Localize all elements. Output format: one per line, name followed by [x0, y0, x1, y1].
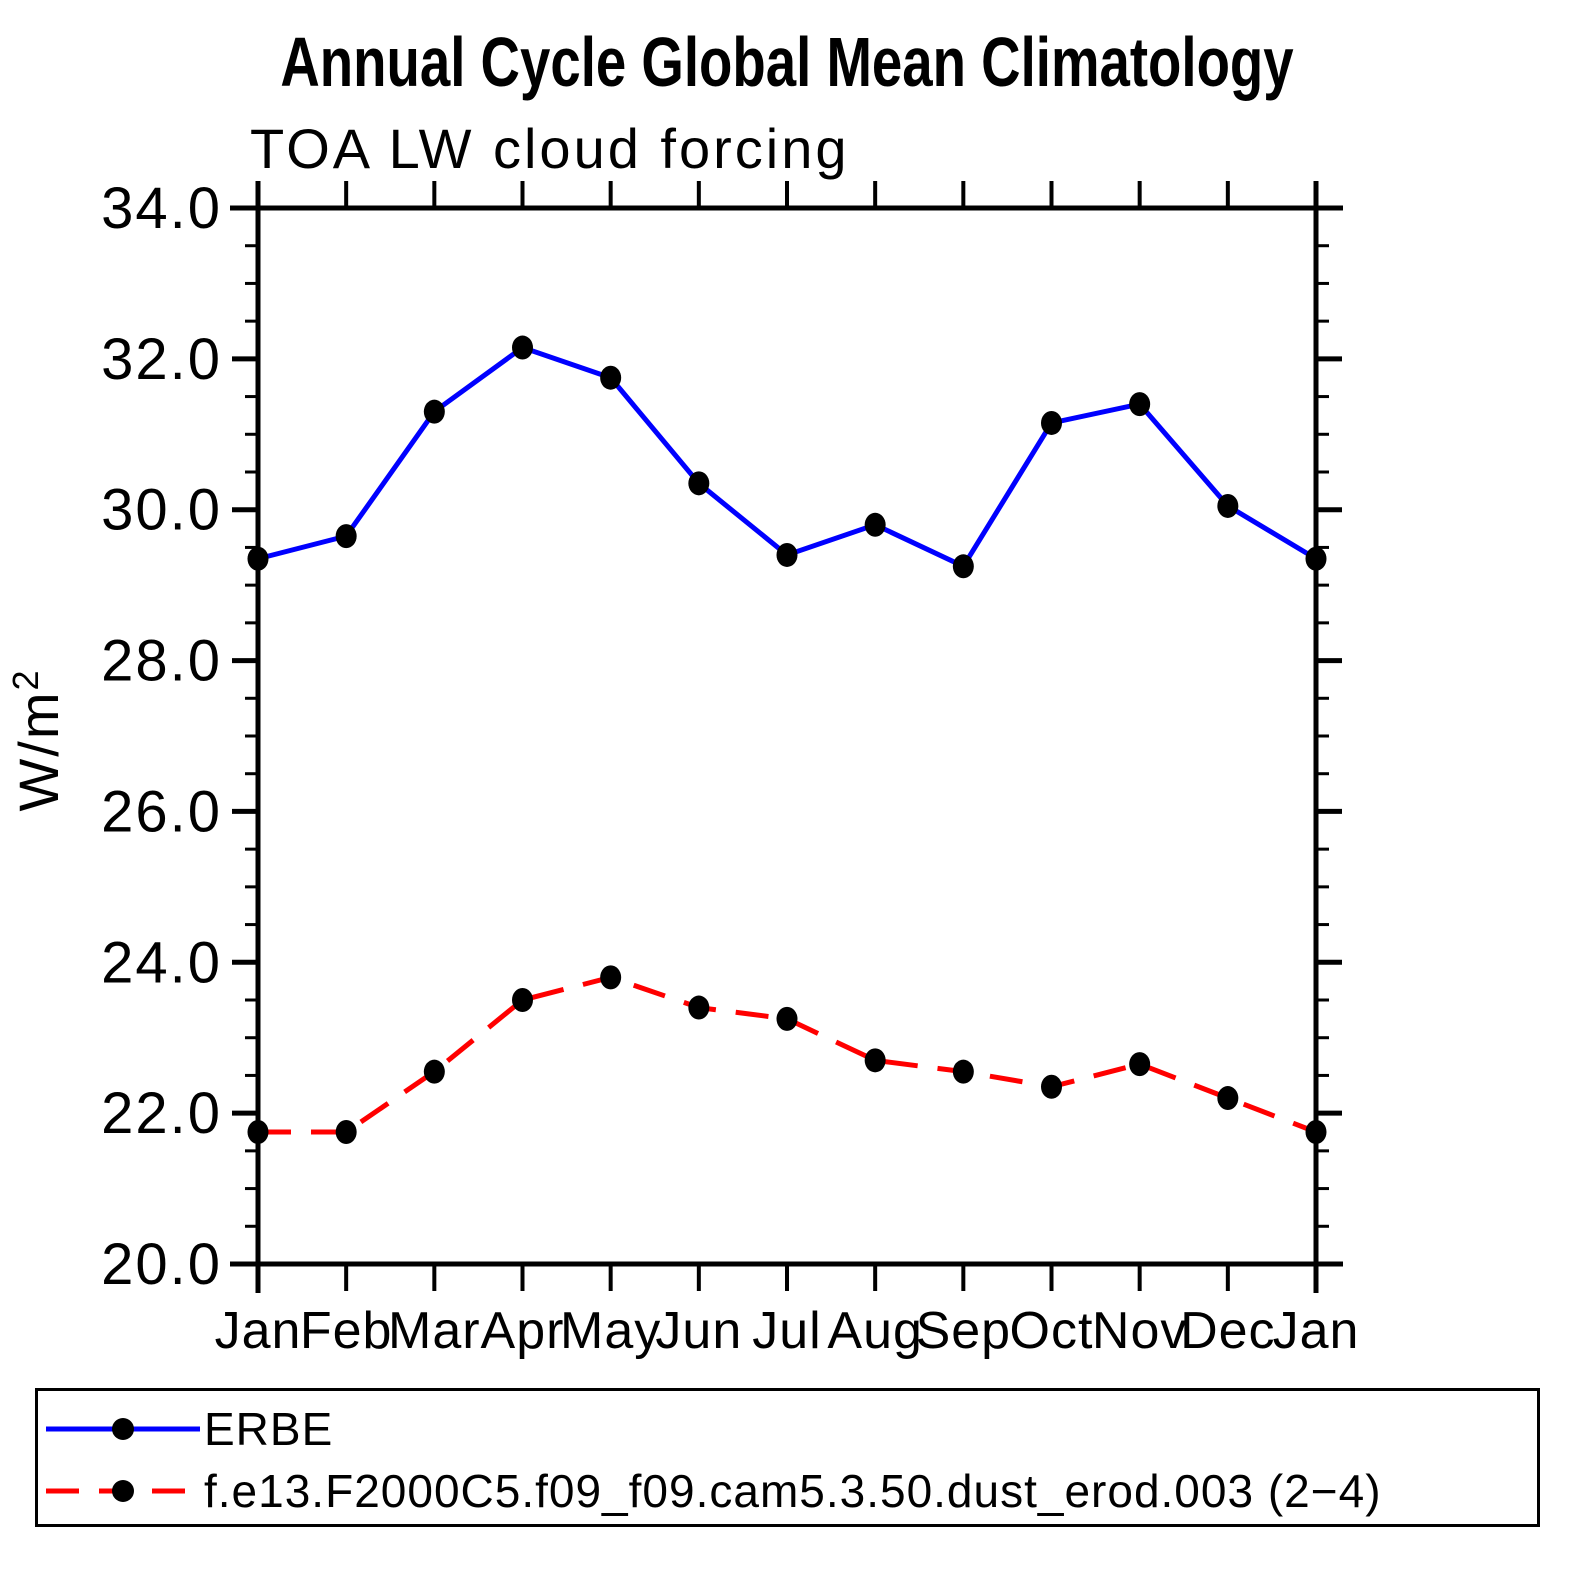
- data-point-marker: [864, 1048, 886, 1073]
- x-tick-label: Jan: [1273, 1302, 1360, 1360]
- data-point-marker: [335, 524, 357, 549]
- data-point-marker: [247, 1120, 269, 1144]
- data-point-marker: [776, 542, 798, 567]
- x-tick-label: Jun: [655, 1302, 742, 1360]
- y-tick-label: 22.0: [101, 1081, 222, 1146]
- x-tick-label: Jan: [215, 1302, 302, 1360]
- legend-label: f.e13.F2000C5.f09_f09.cam5.3.50.dust_ero…: [204, 1465, 1382, 1517]
- data-point-marker: [1129, 392, 1151, 417]
- y-tick-label: 20.0: [101, 1232, 222, 1297]
- x-tick-label: May: [560, 1302, 661, 1360]
- legend-row: f.e13.F2000C5.f09_f09.cam5.3.50.dust_ero…: [42, 1461, 1382, 1521]
- data-point-marker: [423, 1059, 445, 1084]
- data-point-marker: [247, 546, 269, 571]
- data-point-marker: [1217, 1086, 1239, 1111]
- y-tick-label: 32.0: [101, 327, 222, 392]
- series-line-erbe: [257, 344, 1318, 570]
- legend-line-sample: [46, 1480, 200, 1502]
- legend-row: ERBE: [42, 1399, 333, 1459]
- x-tick-label: Apr: [481, 1302, 565, 1360]
- legend-label: ERBE: [204, 1403, 334, 1455]
- x-tick-label: Oct: [1010, 1302, 1094, 1360]
- data-point-marker: [952, 1059, 974, 1084]
- data-point-marker: [1041, 410, 1062, 435]
- data-point-marker: [1305, 546, 1327, 571]
- data-point-marker: [423, 399, 445, 424]
- legend-marker-dot: [112, 1480, 134, 1502]
- x-tick-label: Mar: [388, 1302, 481, 1360]
- chart-subtitle: TOA LW cloud forcing: [250, 117, 850, 180]
- data-point-marker: [1041, 1074, 1062, 1099]
- y-tick-label: 30.0: [101, 478, 222, 543]
- data-point-marker: [688, 995, 710, 1020]
- data-point-marker: [952, 554, 974, 579]
- data-point-marker: [1129, 1052, 1151, 1077]
- data-point-marker: [600, 365, 622, 390]
- data-point-marker: [1217, 493, 1239, 518]
- data-point-marker: [512, 988, 533, 1012]
- legend-line-sample: [46, 1418, 200, 1440]
- chart-title: Annual Cycle Global Mean Climatology: [280, 23, 1294, 101]
- legend: ERBE f.e13.F2000C5.f09_f09.cam5.3.50.dust…: [35, 1388, 1540, 1527]
- x-tick-label: Feb: [300, 1302, 393, 1360]
- data-point-marker: [335, 1120, 357, 1144]
- data-point-marker: [512, 335, 533, 360]
- data-point-marker: [1305, 1120, 1327, 1144]
- legend-marker-dot: [112, 1418, 134, 1440]
- y-axis-label: W/m2: [5, 668, 70, 811]
- x-tick-label: Jul: [752, 1302, 821, 1360]
- x-tick-label: Sep: [916, 1302, 1012, 1360]
- x-tick-label: Dec: [1180, 1302, 1275, 1360]
- x-tick-label: Aug: [827, 1302, 923, 1360]
- y-tick-label: 24.0: [101, 930, 222, 995]
- y-tick-label: 34.0: [101, 176, 222, 241]
- x-tick-label: Nov: [1092, 1302, 1187, 1360]
- y-tick-label: 26.0: [101, 779, 222, 844]
- data-point-marker: [600, 965, 622, 990]
- data-point-marker: [776, 1006, 798, 1031]
- data-point-marker: [864, 512, 886, 537]
- series-line-model: [258, 974, 1317, 1135]
- data-point-marker: [688, 471, 710, 496]
- y-tick-label: 28.0: [101, 629, 222, 694]
